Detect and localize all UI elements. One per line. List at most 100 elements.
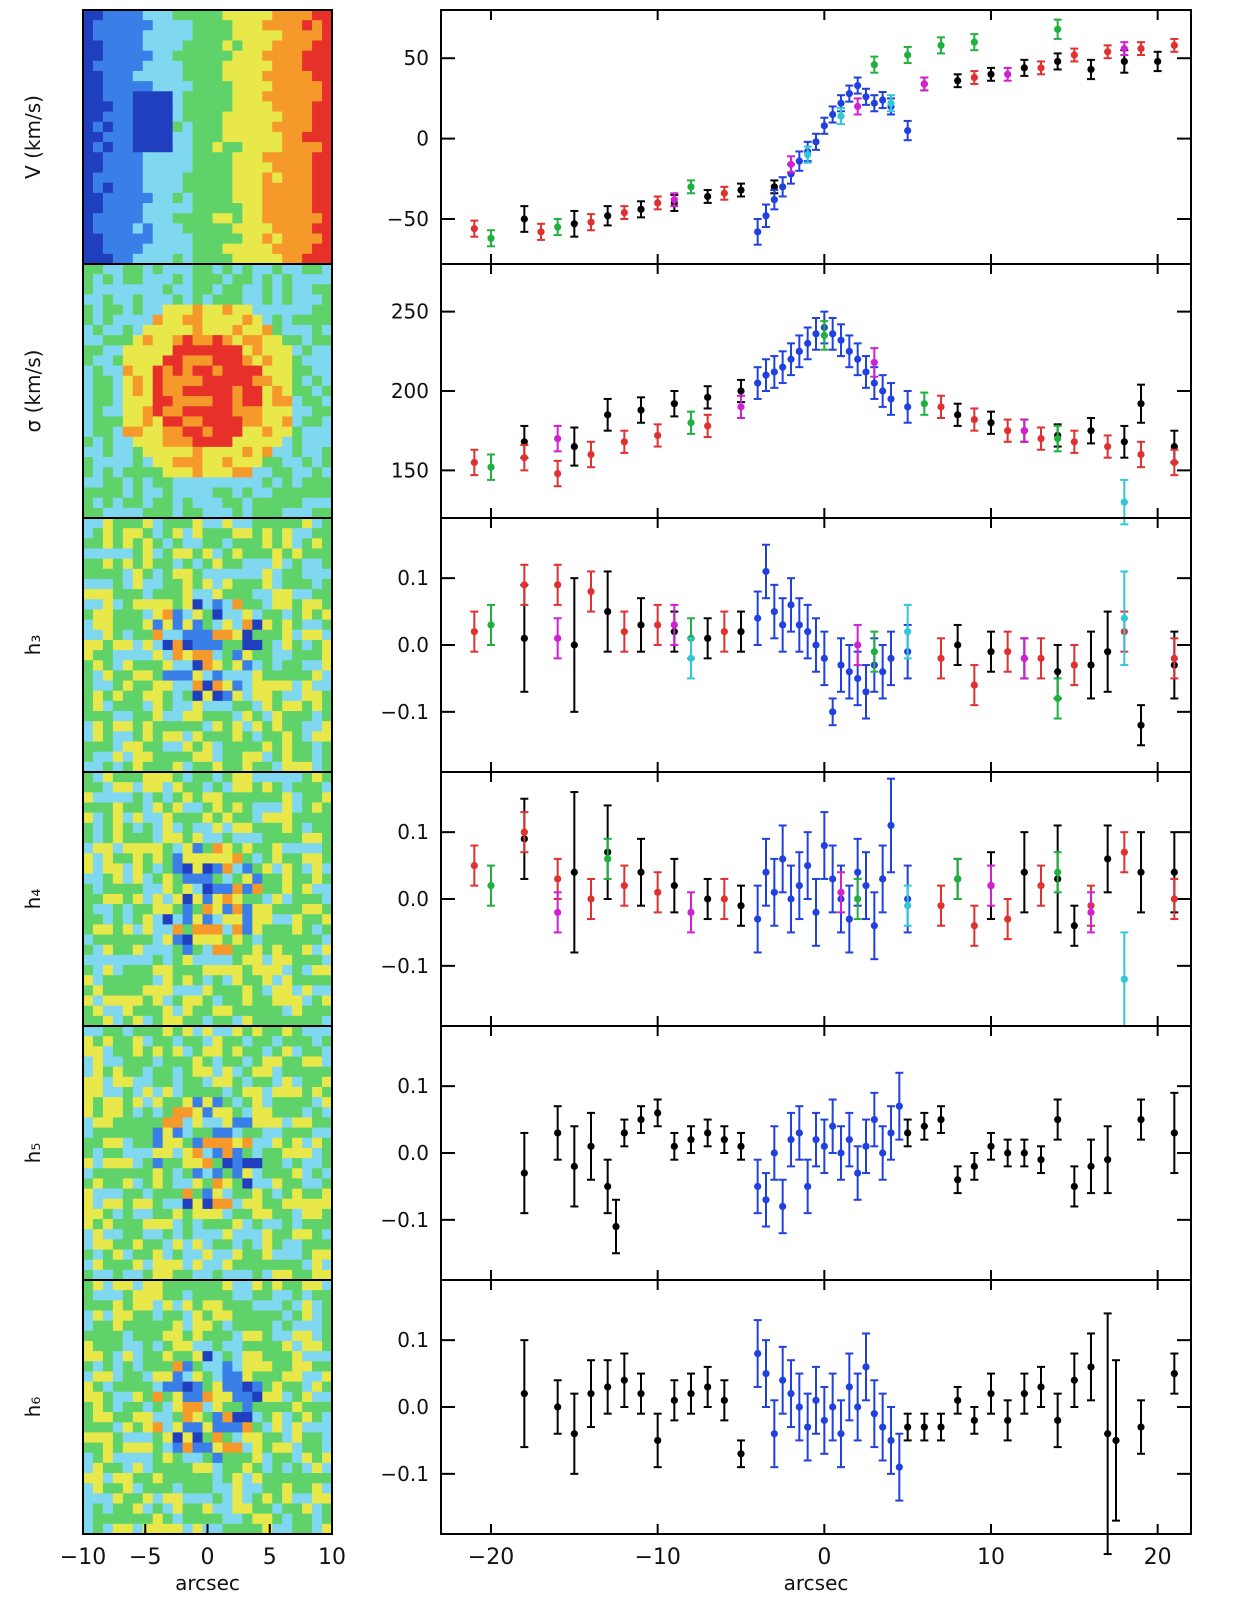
data-point — [895, 1463, 903, 1471]
data-point — [1054, 668, 1062, 676]
data-point — [704, 895, 712, 903]
series-3 — [753, 310, 912, 424]
y-tick-label: −50 — [387, 207, 429, 231]
data-point — [904, 1423, 912, 1431]
series-4 — [487, 603, 1062, 720]
data-point — [1054, 1416, 1062, 1424]
data-point — [604, 212, 612, 220]
row-ylabel: σ (km/s) — [21, 350, 45, 433]
y-tick-label: 0 — [416, 127, 429, 151]
data-point — [1104, 648, 1112, 656]
data-point — [904, 1129, 912, 1137]
data-point — [787, 895, 795, 903]
series-5 — [670, 41, 1129, 208]
data-point — [737, 1450, 745, 1458]
profile-panel-5: 0.1 0.0 −0.1 — [380, 1025, 1192, 1281]
data-point — [1004, 1149, 1012, 1157]
profile-panel-6: 0.1 0.0 −0.1 — [380, 1279, 1192, 1556]
data-point — [879, 1423, 887, 1431]
data-point — [487, 621, 495, 629]
data-point — [812, 138, 820, 146]
data-point — [754, 1349, 762, 1358]
data-point — [720, 1136, 728, 1144]
row-ylabel: h₃ — [21, 635, 45, 656]
data-point — [1170, 41, 1178, 49]
series-6 — [903, 884, 1129, 1027]
series-1 — [520, 378, 1179, 467]
data-point — [829, 1122, 837, 1130]
data-point — [887, 654, 895, 662]
data-point — [1170, 895, 1178, 903]
data-point — [1120, 44, 1128, 53]
y-tick-label: 0.1 — [397, 1074, 429, 1098]
data-point — [1170, 868, 1178, 876]
data-point — [570, 442, 578, 451]
data-point — [1054, 25, 1062, 33]
data-point — [637, 205, 645, 213]
data-point — [1054, 868, 1062, 876]
data-point — [1054, 57, 1062, 66]
data-point — [987, 648, 995, 656]
data-point — [795, 621, 803, 629]
y-tick-label: 50 — [404, 46, 429, 70]
data-point — [879, 387, 887, 395]
data-point — [845, 1136, 853, 1144]
data-point — [487, 882, 495, 890]
plot-frame — [440, 1279, 1192, 1535]
data-point — [1137, 400, 1145, 408]
y-tick-label: 0.1 — [397, 1328, 429, 1352]
data-point — [1120, 438, 1128, 446]
data-point — [845, 89, 853, 98]
data-point — [1087, 65, 1095, 74]
data-point — [937, 654, 945, 662]
data-point — [970, 415, 978, 424]
data-point — [862, 1363, 870, 1371]
data-point — [954, 1396, 962, 1404]
data-point — [787, 160, 795, 168]
data-point — [820, 1416, 828, 1424]
data-point — [654, 199, 662, 207]
data-point — [820, 841, 828, 850]
series-5 — [553, 603, 1029, 680]
x-axis-label: arcsec — [784, 1571, 849, 1595]
data-point — [1120, 975, 1128, 983]
data-point — [779, 1376, 787, 1384]
data-point — [854, 355, 862, 363]
data-point — [554, 435, 562, 443]
row-ylabel: V (km/s) — [21, 95, 45, 179]
data-point — [954, 641, 962, 649]
data-point — [845, 915, 853, 923]
data-point — [604, 1383, 612, 1391]
data-point — [862, 688, 870, 696]
data-point — [637, 621, 645, 629]
data-point — [554, 908, 562, 916]
data-point — [837, 112, 845, 120]
data-point — [987, 419, 995, 427]
data-point — [804, 339, 812, 347]
data-point — [937, 1115, 945, 1124]
data-point — [704, 634, 712, 642]
data-point — [720, 628, 728, 636]
data-point — [854, 674, 862, 683]
data-point — [862, 882, 870, 890]
data-point — [1137, 44, 1145, 53]
y-tick-label: −0.1 — [380, 954, 429, 978]
map-panel-1: V (km/s) — [21, 9, 333, 265]
map-panel-5: h₅ — [21, 1025, 333, 1281]
data-point — [720, 895, 728, 903]
data-point — [870, 1410, 878, 1418]
data-point — [737, 1142, 745, 1150]
data-point — [487, 463, 495, 471]
data-point — [845, 1383, 853, 1391]
data-point — [770, 1430, 778, 1438]
data-point — [1054, 435, 1062, 443]
row-ylabel: h₄ — [21, 889, 45, 910]
data-point — [754, 614, 762, 622]
data-point — [537, 228, 545, 236]
data-point — [670, 621, 678, 629]
series-4 — [487, 18, 1062, 248]
data-point — [1120, 848, 1128, 856]
data-point — [954, 875, 962, 883]
data-point — [704, 422, 712, 430]
map-x-tick-label: −10 — [60, 1545, 106, 1570]
